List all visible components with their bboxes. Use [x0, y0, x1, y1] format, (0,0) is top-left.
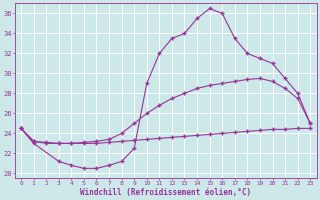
X-axis label: Windchill (Refroidissement éolien,°C): Windchill (Refroidissement éolien,°C) [80, 188, 251, 197]
